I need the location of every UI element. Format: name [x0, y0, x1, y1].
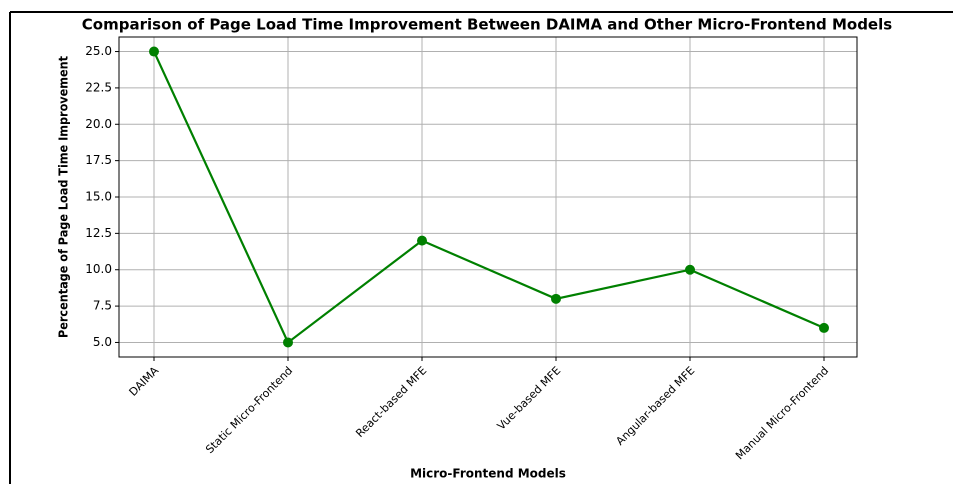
y-axis-title: Percentage of Page Load Time Improvement	[57, 56, 71, 338]
x-tick-label: DAIMA	[127, 364, 162, 399]
x-axis-title: Micro-Frontend Models	[410, 467, 566, 481]
point	[551, 293, 561, 304]
y-tick-label: 10.0	[85, 262, 112, 276]
y-tick-label: 12.5	[85, 226, 112, 240]
y-tick-label: 17.5	[85, 153, 112, 167]
point	[819, 322, 829, 333]
point	[149, 46, 159, 57]
x-tick-label: React-based MFE	[353, 364, 429, 440]
point	[283, 337, 293, 348]
x-tick-label: Vue-based MFE	[495, 364, 564, 433]
y-tick-label: 7.5	[93, 299, 112, 313]
y-tick-label: 22.5	[85, 80, 112, 94]
y-tick-label: 20.0	[85, 117, 112, 131]
y-tick-label: 5.0	[93, 335, 112, 349]
x-tick-label: Manual Micro-Frontend	[733, 364, 831, 462]
y-tick-label: 25.0	[85, 44, 112, 58]
x-tick-label: Static Micro-Frontend	[203, 364, 295, 456]
chart-title: Comparison of Page Load Time Improvement…	[82, 16, 892, 34]
y-tick-label: 15.0	[85, 190, 112, 204]
x-tick-label: Angular-based MFE	[613, 364, 697, 448]
line	[153, 51, 825, 345]
point	[685, 264, 695, 275]
plot-frame	[118, 36, 858, 358]
point	[417, 235, 427, 246]
